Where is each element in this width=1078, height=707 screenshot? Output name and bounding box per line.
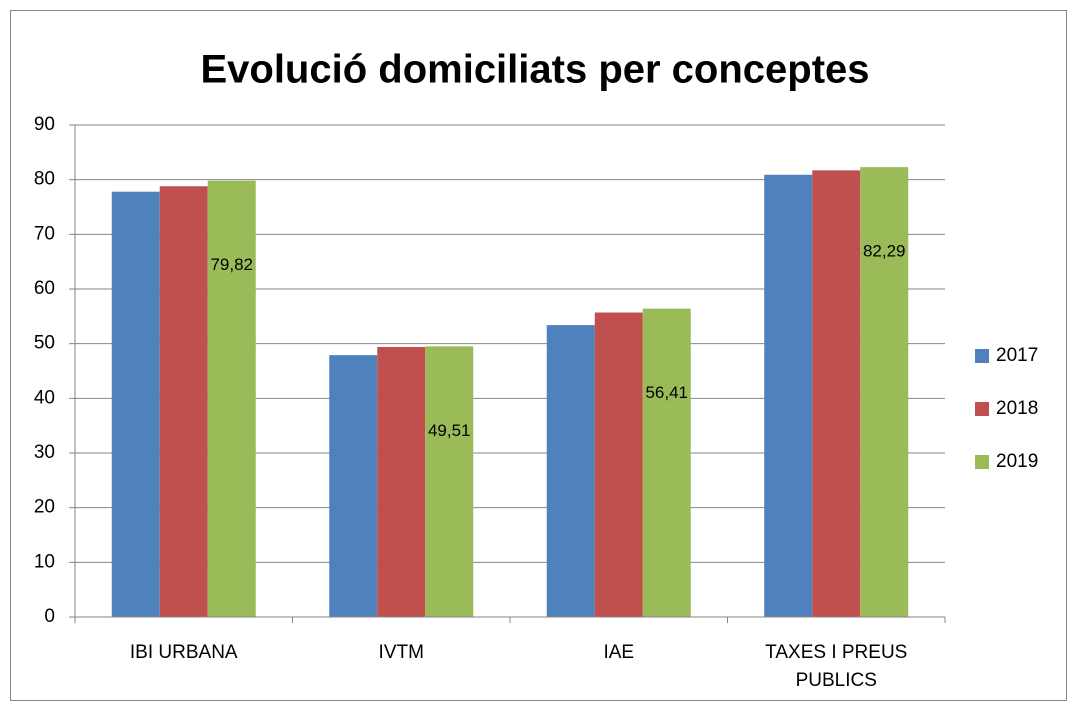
bar <box>159 186 208 617</box>
data-label: 79,82 <box>210 255 253 274</box>
y-tick-label: 30 <box>34 442 55 463</box>
x-tick-label: IAE <box>603 642 635 663</box>
y-tick-label: 60 <box>34 278 55 299</box>
legend-label: 2017 <box>996 345 1038 366</box>
data-label: 82,29 <box>863 242 906 261</box>
bar <box>812 170 861 617</box>
bar <box>377 346 426 617</box>
legend-label: 2018 <box>996 398 1038 419</box>
bar <box>764 174 813 617</box>
bar <box>207 180 256 617</box>
y-tick-label: 50 <box>34 333 55 354</box>
y-tick-label: 10 <box>34 551 55 572</box>
bar <box>546 325 595 617</box>
bar <box>111 191 160 617</box>
bar <box>860 167 909 617</box>
bar <box>329 355 378 617</box>
bar <box>425 346 474 617</box>
y-tick-label: 40 <box>34 387 55 408</box>
bar <box>642 308 691 617</box>
legend-label: 2019 <box>996 451 1038 472</box>
legend-swatch <box>975 349 989 363</box>
y-tick-label: 70 <box>34 223 55 244</box>
x-tick-label: IVTM <box>378 642 424 663</box>
y-tick-label: 80 <box>34 169 55 190</box>
y-tick-label: 90 <box>34 114 55 135</box>
data-label: 49,51 <box>428 421 471 440</box>
y-tick-label: 0 <box>44 606 55 627</box>
x-tick-label: IBI URBANA <box>129 642 238 663</box>
chart-title: Evolució domiciliats per conceptes <box>200 48 869 92</box>
bar <box>594 312 643 617</box>
data-label: 56,41 <box>645 383 688 402</box>
legend-swatch <box>975 402 989 416</box>
x-tick-label: TAXES I PREUS PUBLICS <box>765 642 908 691</box>
y-tick-label: 20 <box>34 497 55 518</box>
legend-swatch <box>975 455 989 469</box>
